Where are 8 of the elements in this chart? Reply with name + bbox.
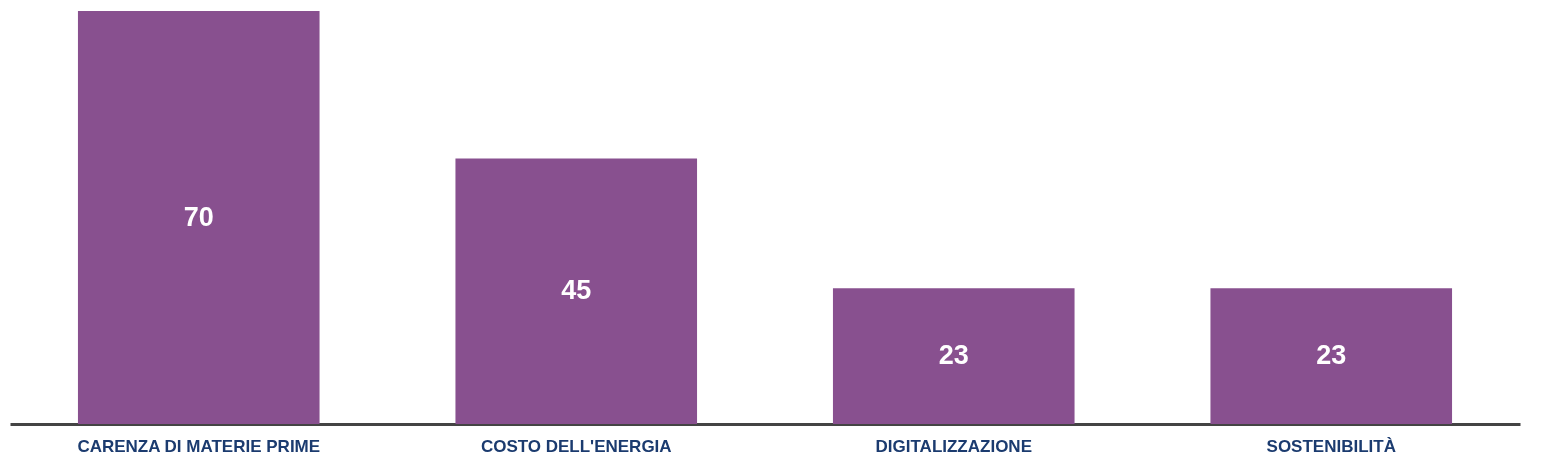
x-tick-label: SOSTENIBILITÀ — [1266, 436, 1396, 456]
data-label: 23 — [1316, 340, 1347, 371]
x-tick-label: CARENZA DI MATERIE PRIME — [77, 436, 321, 456]
data-label: 23 — [938, 340, 969, 371]
data-label: 45 — [561, 275, 592, 306]
data-label: 70 — [183, 201, 214, 232]
x-tick-label: DIGITALIZZAZIONE — [875, 436, 1032, 456]
x-tick-label: COSTO DELL'ENERGIA — [480, 436, 672, 456]
